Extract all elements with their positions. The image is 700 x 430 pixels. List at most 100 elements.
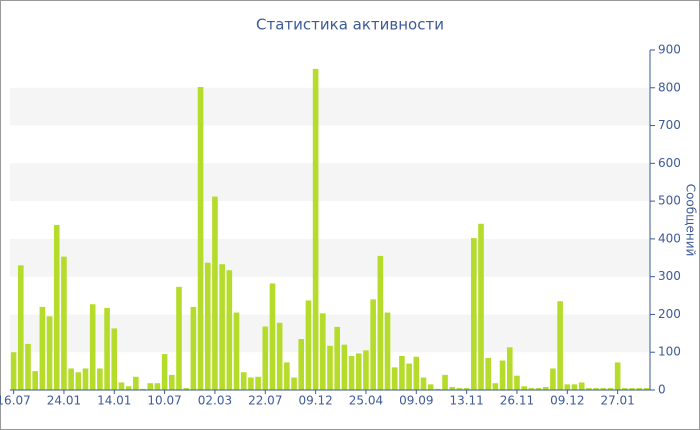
bar xyxy=(557,301,563,390)
bar xyxy=(413,356,420,390)
x-tick-label: 26.11 xyxy=(500,394,534,408)
bar xyxy=(463,388,470,390)
bar xyxy=(334,326,340,390)
bar xyxy=(643,388,650,390)
bar xyxy=(370,299,376,390)
bar xyxy=(535,388,542,390)
bar xyxy=(420,377,427,390)
y-tick-label: 300 xyxy=(658,269,681,283)
bar xyxy=(586,388,592,390)
y-tick-label: 200 xyxy=(658,307,681,321)
bar xyxy=(499,360,506,390)
x-tick-label: 09.09 xyxy=(399,394,433,408)
bar xyxy=(104,308,110,390)
bar xyxy=(564,384,571,390)
bar xyxy=(111,328,118,390)
bar xyxy=(406,363,412,390)
bar xyxy=(320,313,326,390)
bar xyxy=(391,367,398,390)
bar xyxy=(348,356,355,390)
x-tick-label: 09.12 xyxy=(298,394,332,408)
bar xyxy=(305,300,312,390)
bar xyxy=(528,388,535,390)
bar xyxy=(154,383,161,390)
grid-band xyxy=(10,163,650,202)
bar xyxy=(82,368,89,390)
bar xyxy=(255,376,261,390)
bar xyxy=(514,375,520,390)
bar xyxy=(25,343,31,390)
bar xyxy=(377,255,384,390)
bar xyxy=(550,368,556,390)
bar xyxy=(219,264,225,390)
x-tick-label: 22.07 xyxy=(248,394,282,408)
x-tick-label: 09.12 xyxy=(550,394,584,408)
bar xyxy=(168,374,175,390)
x-tick-label: 25.04 xyxy=(349,394,383,408)
x-tick-label: 24.01 xyxy=(47,394,81,408)
x-tick-label: 16.07 xyxy=(0,394,31,408)
bar xyxy=(399,356,405,390)
y-tick-label: 800 xyxy=(658,80,681,94)
bar xyxy=(10,352,17,390)
bar xyxy=(485,357,492,390)
bar xyxy=(298,339,305,390)
bar xyxy=(427,384,434,390)
bar xyxy=(68,368,74,390)
bar xyxy=(435,388,441,390)
bar xyxy=(204,262,211,390)
bar xyxy=(46,316,53,390)
bar xyxy=(147,383,154,390)
grid-band xyxy=(10,87,650,126)
grid-band xyxy=(10,238,650,277)
bar xyxy=(61,256,67,390)
x-tick-label: 13.11 xyxy=(449,394,483,408)
bar xyxy=(471,238,477,390)
y-axis-label: Сообщений xyxy=(684,184,698,257)
bar xyxy=(629,388,635,390)
bar xyxy=(190,306,197,390)
bar xyxy=(456,388,463,390)
bar xyxy=(197,87,204,391)
y-tick-label: 900 xyxy=(658,43,681,57)
bar xyxy=(17,265,24,390)
bar xyxy=(622,388,628,390)
bar xyxy=(542,386,549,390)
bar xyxy=(39,306,46,390)
bar xyxy=(607,388,614,390)
x-tick-label: 10.07 xyxy=(147,394,181,408)
y-tick-label: 600 xyxy=(658,156,681,170)
bar xyxy=(269,283,276,390)
bar xyxy=(355,353,362,390)
bar xyxy=(384,312,391,390)
bar xyxy=(492,383,499,390)
x-tick-label: 27.01 xyxy=(600,394,634,408)
bar xyxy=(183,388,189,390)
bar xyxy=(571,384,578,390)
bar xyxy=(240,372,247,390)
bar xyxy=(341,344,348,390)
bar xyxy=(89,304,96,390)
bar xyxy=(363,350,369,390)
bar xyxy=(614,362,621,390)
bar xyxy=(176,286,182,390)
bar xyxy=(233,312,240,390)
bar xyxy=(506,347,513,390)
y-tick-label: 700 xyxy=(658,118,681,132)
bar xyxy=(97,368,103,390)
bar xyxy=(291,377,297,390)
bar xyxy=(212,196,218,390)
bar xyxy=(578,382,585,390)
x-tick-label: 02.03 xyxy=(198,394,232,408)
bar xyxy=(140,388,146,390)
y-tick-label: 500 xyxy=(658,194,681,208)
bar xyxy=(118,382,125,390)
bar xyxy=(161,354,168,390)
bar xyxy=(449,386,456,390)
bar xyxy=(284,362,290,390)
x-tick-label: 14.01 xyxy=(97,394,131,408)
bar xyxy=(636,388,643,390)
bar xyxy=(276,322,283,390)
bar xyxy=(53,224,60,390)
